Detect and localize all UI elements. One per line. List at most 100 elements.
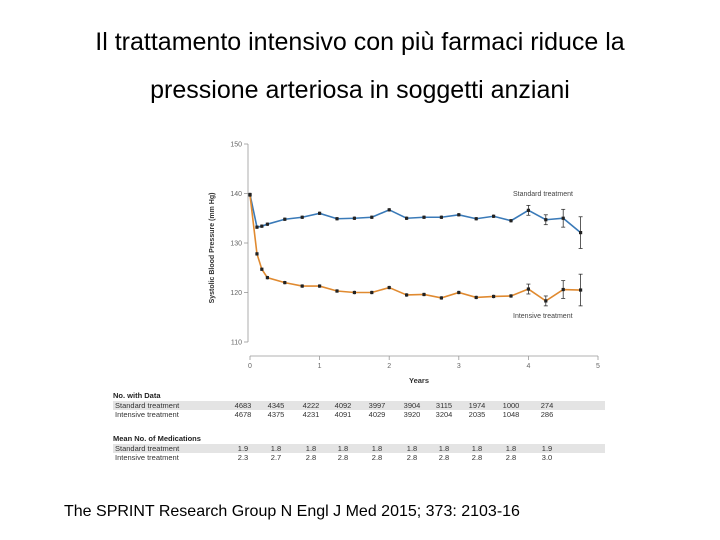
- data-point: [300, 215, 304, 219]
- data-point: [260, 224, 264, 228]
- mean-medications-cell: 1.8: [406, 444, 418, 453]
- mean-medications-cell: 1.9: [237, 444, 249, 453]
- data-point: [335, 289, 339, 293]
- data-point: [457, 290, 461, 295]
- data-point: [265, 222, 269, 226]
- y-tick-label: 120: [230, 290, 242, 297]
- mean-medications-cell: 2.8: [337, 453, 349, 462]
- mean-medications-row: Standard treatment 1.9 1.8 1.8 1.8 1.8 1.8 1.8 1…: [113, 444, 605, 453]
- mean-medications-cell: 3.0: [541, 453, 553, 462]
- data-point: [544, 218, 548, 222]
- sbp-line-chart: 110 120 130 140 150 0 1 2 3 4 5 Years Systolic Blood…: [209, 142, 600, 386]
- no-with-data-cell: 4029: [368, 410, 386, 419]
- data-point: [387, 285, 391, 290]
- mean-medications-table: Mean No. of Medications Standard treatme…: [113, 434, 605, 462]
- no-with-data-cell: 1000: [502, 401, 520, 410]
- series-line-intensive: [249, 194, 581, 302]
- no-with-data-cell: 4092: [334, 401, 352, 410]
- mean-medications-cell: 2.8: [406, 453, 418, 462]
- x-tick-label: 3: [457, 363, 461, 370]
- y-tick-label: 110: [231, 340, 242, 347]
- x-tick-label: 5: [596, 363, 600, 370]
- legend-intensive-treatment: Intensive treatment: [513, 313, 573, 320]
- data-point: [492, 294, 496, 299]
- data-point: [248, 193, 252, 197]
- data-point: [579, 231, 583, 235]
- data-point: [370, 215, 374, 219]
- no-with-data-row: Standard treatment 4683 4345 4222 4092 3997 39…: [113, 401, 605, 410]
- data-point: [526, 208, 530, 212]
- y-tick-label: 130: [230, 241, 242, 248]
- data-point: [352, 290, 356, 295]
- no-with-data-header: No. with Data: [113, 391, 161, 400]
- data-point: [255, 252, 259, 256]
- data-point: [422, 215, 426, 219]
- no-with-data-row-label: Standard treatment: [115, 401, 180, 410]
- no-with-data-cell: 3920: [403, 410, 421, 419]
- mean-medications-cell: 1.9: [541, 444, 553, 453]
- data-point: [300, 284, 304, 288]
- no-with-data-cell: 4091: [334, 410, 352, 419]
- data-point: [318, 284, 322, 288]
- data-point: [457, 213, 461, 217]
- no-with-data-cell: 3115: [435, 401, 453, 410]
- no-with-data-cell: 1048: [502, 410, 520, 419]
- mean-medications-cell: 2.3: [237, 453, 249, 462]
- no-with-data-cell: 3904: [403, 401, 421, 410]
- no-with-data-cell: 3204: [435, 410, 453, 419]
- mean-medications-header: Mean No. of Medications: [113, 434, 201, 443]
- mean-medications-cell: 1.8: [471, 444, 483, 453]
- legend-standard-treatment: Standard treatment: [513, 191, 573, 198]
- x-tick-label: 2: [387, 363, 391, 370]
- mean-medications-row-label: Standard treatment: [115, 444, 180, 453]
- data-point: [439, 296, 443, 300]
- no-with-data-cell: 274: [540, 401, 554, 410]
- x-axis-title: Years: [409, 376, 429, 385]
- data-point: [260, 267, 264, 271]
- mean-medications-cell: 1.8: [505, 444, 517, 453]
- y-tick-label: 150: [230, 142, 242, 149]
- mean-medications-cell: 1.8: [438, 444, 450, 453]
- mean-medications-cell: 1.8: [371, 444, 383, 453]
- no-with-data-cell: 4222: [302, 401, 320, 410]
- no-with-data-cell: 4375: [267, 410, 285, 419]
- no-with-data-cell: 286: [540, 410, 554, 419]
- mean-medications-row-label: Intensive treatment: [115, 453, 179, 462]
- mean-medications-cell: 2.8: [471, 453, 483, 462]
- data-point: [352, 216, 356, 220]
- title-line-2: pressione arteriosa in soggetti anziani: [150, 76, 570, 104]
- data-point: [335, 217, 339, 221]
- data-point: [561, 216, 565, 220]
- data-point: [265, 276, 269, 280]
- mean-medications-cell: 2.8: [371, 453, 383, 462]
- no-with-data-cell: 1974: [468, 401, 486, 410]
- no-with-data-row-label: Intensive treatment: [115, 410, 179, 419]
- x-tick-label: 1: [318, 363, 322, 370]
- data-point: [544, 299, 548, 303]
- x-tick-label: 4: [526, 363, 530, 370]
- no-with-data-table: No. with Data Standard treatment 4683 4345…: [113, 391, 605, 419]
- data-point: [405, 216, 409, 220]
- data-point: [474, 217, 478, 221]
- no-with-data-cell: 4231: [302, 410, 320, 419]
- data-point: [370, 290, 374, 295]
- no-with-data-cell: 3997: [368, 401, 386, 410]
- y-tick-label: 140: [230, 191, 242, 198]
- no-with-data-cell: 4683: [234, 401, 252, 410]
- no-with-data-cell: 4678: [234, 410, 252, 419]
- mean-medications-cell: 2.8: [305, 453, 317, 462]
- data-point: [405, 293, 409, 297]
- data-point: [283, 281, 287, 285]
- mean-medications-cell: 1.8: [305, 444, 317, 453]
- mean-medications-cell: 1.8: [270, 444, 282, 453]
- data-point: [492, 214, 496, 218]
- data-point: [474, 295, 478, 300]
- data-point: [561, 287, 565, 292]
- data-point: [422, 292, 426, 297]
- data-point: [526, 287, 530, 291]
- y-axis-title: Systolic Blood Pressure (mm Hg): [209, 193, 216, 304]
- mean-medications-cell: 2.8: [438, 453, 450, 462]
- data-point: [439, 215, 443, 219]
- data-point: [255, 225, 259, 229]
- series-line-standard: [249, 194, 582, 234]
